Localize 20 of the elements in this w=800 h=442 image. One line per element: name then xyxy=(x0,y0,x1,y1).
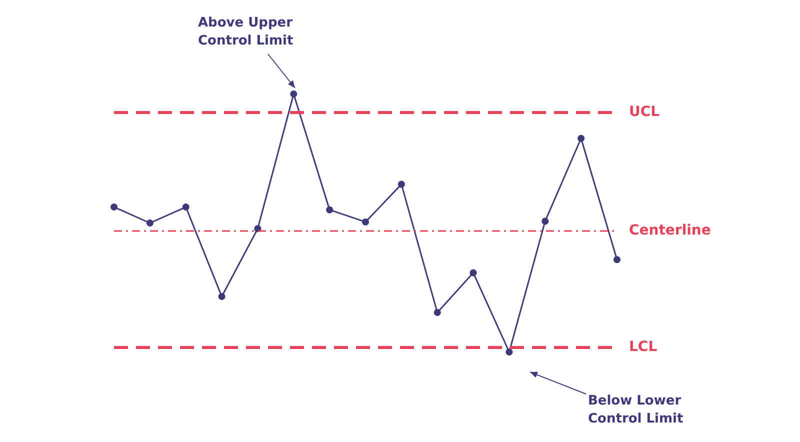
point xyxy=(578,134,585,142)
point xyxy=(506,348,513,356)
text: Below Lower Control Limit xyxy=(588,394,686,426)
point xyxy=(470,269,477,276)
point xyxy=(614,256,620,264)
text: Above Upper Control Limit xyxy=(198,16,298,48)
point xyxy=(182,204,190,210)
point xyxy=(326,206,334,214)
point xyxy=(110,204,118,210)
point xyxy=(218,293,226,300)
ref-line-label: LCL xyxy=(629,338,658,355)
point xyxy=(542,218,549,225)
ref-line-label: Centerline xyxy=(629,222,711,239)
point xyxy=(362,218,369,226)
point xyxy=(146,220,154,226)
point xyxy=(398,180,405,188)
point xyxy=(254,225,262,232)
point xyxy=(290,90,298,98)
ref-line-label: UCL xyxy=(629,104,660,120)
point xyxy=(434,309,441,316)
